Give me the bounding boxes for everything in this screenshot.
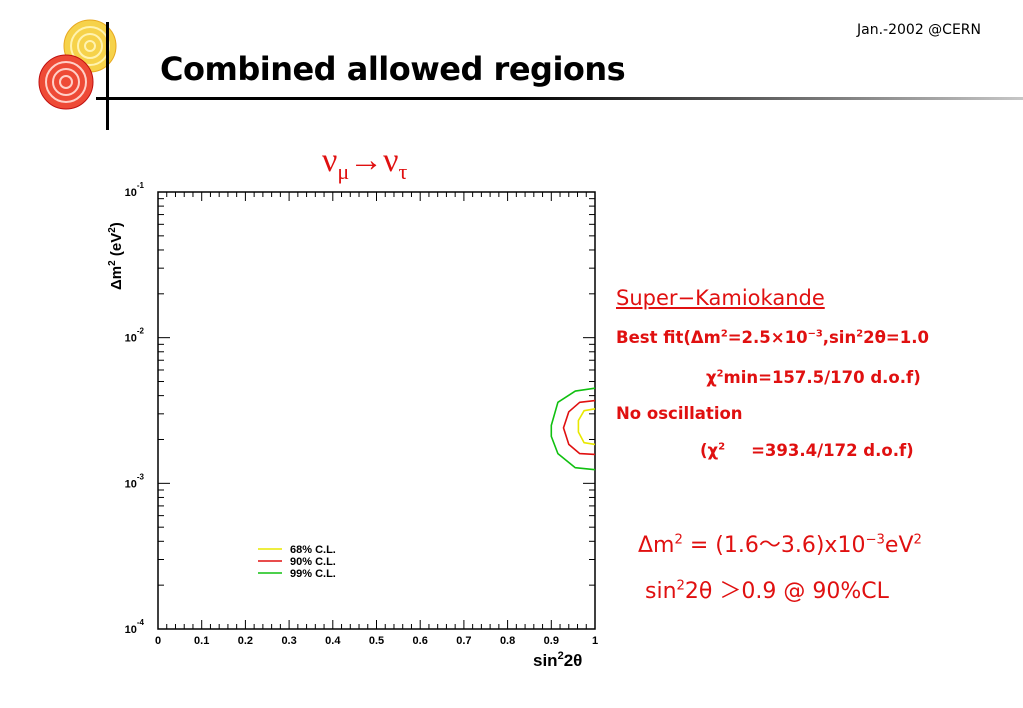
plot-frame [157,191,596,630]
contour-90-c-l [562,399,596,456]
slide-title: Combined allowed regions [160,50,626,88]
x-tick-label: 0.2 [238,635,253,647]
chart-legend: 68% C.L.90% C.L.99% C.L. [258,544,336,580]
y-axis-label: Δm2 (eV2) [107,222,125,290]
plot-axes: 0 0.1 0.2 0.3 0.4 0.5 0.6 0.7 0.8 0.9 1 10-1 10-2 10-… [125,181,598,647]
x-axis-label: sin22θ [533,650,582,670]
x-tick-label: 0.6 [413,635,428,647]
legend-label: 99% C.L. [290,568,336,580]
x-tick-label: 0.5 [369,635,384,647]
best-fit-line: Best fit(Δm2=2.5×10−3,sin22θ=1.0 [616,328,929,347]
x-tick-label: 0.9 [544,635,559,647]
x-tick-label: 0.1 [194,635,209,647]
sin2-result: sin22θ ＞0.9 @ 90%CL [645,578,889,604]
contour-group [550,387,596,471]
slide-date: Jan.-2002 @CERN [857,22,981,38]
x-tick-label: 0.7 [456,635,471,647]
target-logo-icon [38,19,117,110]
header-vertical-rule [106,22,109,130]
no-oscillation-label: No oscillation [616,404,743,423]
contour-99-c-l [550,387,596,471]
oscillation-channel-label: νμ→ντ [322,142,408,184]
chi2-min-line: χ2min=157.5/170 d.o.f) [706,368,921,387]
x-tick-label: 1 [592,635,598,647]
x-tick-label: 0 [155,635,161,647]
header-horizontal-rule [96,97,1023,100]
y-tick-label: 10-1 [125,181,145,199]
legend-label: 90% C.L. [290,556,336,568]
super-k-title: Super−Kamiokande [616,286,825,310]
y-tick-label: 10-3 [125,472,145,490]
legend-label: 68% C.L. [290,544,336,556]
x-tick-label: 0.4 [325,635,341,647]
y-tick-label: 10-2 [125,327,145,345]
dm2-result: Δm2 = (1.6〜3.6)x10−3eV2 [638,532,922,558]
x-tick-label: 0.8 [500,635,515,647]
chi2-no-osc-line: (χ2 =393.4/172 d.o.f) [700,441,914,460]
y-tick-label: 10-4 [125,618,145,636]
contour-68-c-l [577,408,596,446]
x-tick-label: 0.3 [281,635,296,647]
